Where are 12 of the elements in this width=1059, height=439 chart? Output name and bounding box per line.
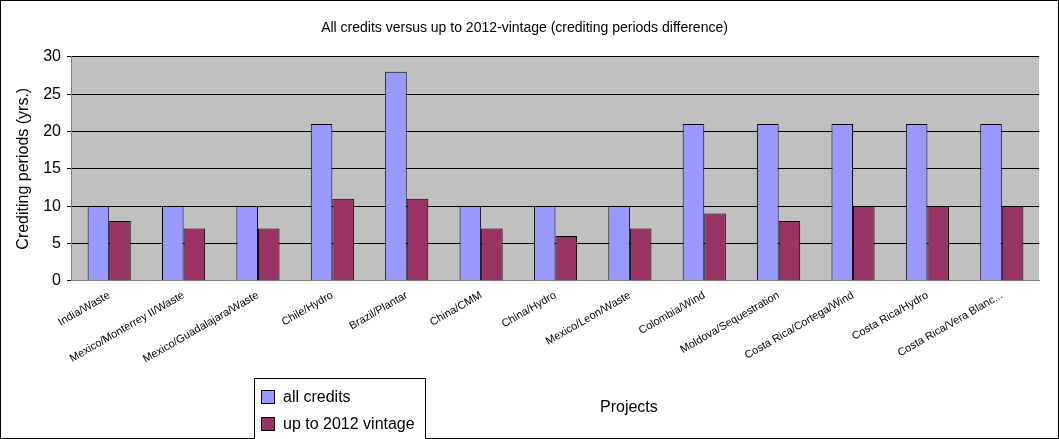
y-tick-label: 5 xyxy=(52,233,62,251)
y-tick-label: 10 xyxy=(43,196,62,214)
legend-label: all credits xyxy=(283,387,351,406)
y-tick-label: 15 xyxy=(43,159,62,177)
legend-label: up to 2012 vintage xyxy=(283,414,415,433)
y-axis-title: Crediting periods (yrs.) xyxy=(14,87,32,250)
chart-title: All credits versus up to 2012-vintage (crediting periods difference) xyxy=(321,19,728,36)
y-tick-label: 0 xyxy=(52,271,62,289)
y-tick-label: 25 xyxy=(43,84,62,102)
y-tick-label: 20 xyxy=(43,121,62,139)
x-axis-title: Projects xyxy=(600,398,658,416)
y-tick-label: 30 xyxy=(43,47,62,65)
